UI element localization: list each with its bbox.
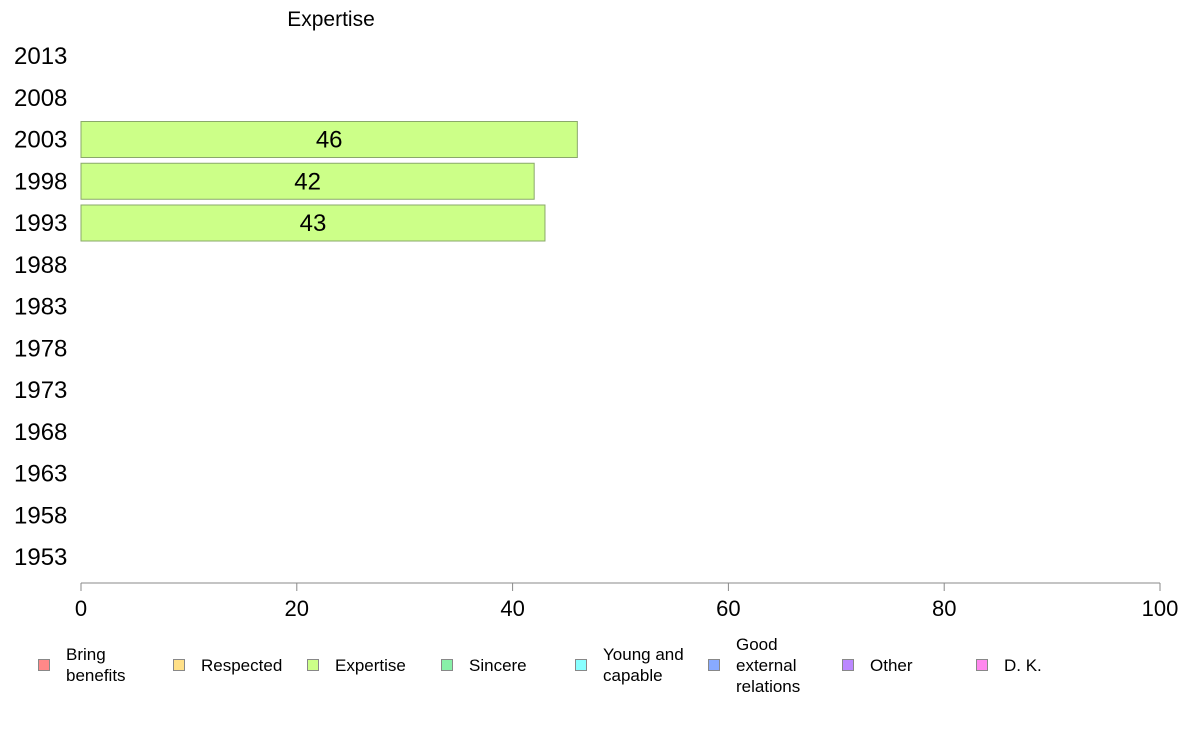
y-tick-label: 1988: [14, 252, 67, 279]
chart-area: Expertise 195319581963196819731978198319…: [14, 8, 1179, 621]
y-tick-label: 2003: [14, 127, 67, 154]
bar-value-label: 46: [316, 127, 343, 154]
bar-value-label: 42: [294, 168, 321, 195]
legend-label: D. K.: [1004, 655, 1042, 675]
legend-label: Other: [870, 655, 913, 675]
y-tick-label: 1968: [14, 419, 67, 446]
legend-label: Expertise: [335, 655, 406, 675]
chart-title: Expertise: [287, 8, 375, 31]
legend-label: Young and capable: [603, 645, 684, 685]
legend: Bring benefits Respected Expertise Sincere Y…: [0, 632, 1188, 702]
legend-label: Bring benefits: [66, 645, 126, 685]
y-tick-label: 1978: [14, 335, 67, 362]
legend-swatch: [575, 659, 587, 671]
y-tick-label: 1958: [14, 502, 67, 529]
legend-item: Respected: [173, 632, 282, 698]
bars: 43 42 46: [80, 121, 578, 242]
y-tick-label: 1953: [14, 544, 67, 571]
x-tick-label: 80: [932, 596, 956, 621]
legend-swatch: [173, 659, 185, 671]
legend-label: Sincere: [469, 655, 527, 675]
bar: [80, 162, 535, 200]
legend-swatch: [441, 659, 453, 671]
legend-item: Bring benefits: [38, 632, 126, 698]
legend-item: Good external relations: [708, 632, 800, 698]
x-tick-label: 40: [500, 596, 524, 621]
legend-swatch: [976, 659, 988, 671]
x-tick-label: 20: [285, 596, 309, 621]
y-tick-label: 2008: [14, 85, 67, 112]
y-tick-label: 1983: [14, 294, 67, 321]
legend-swatch: [708, 659, 720, 671]
y-tick-label: 1963: [14, 461, 67, 488]
legend-swatch: [307, 659, 319, 671]
x-tick-label: 100: [1142, 596, 1179, 621]
legend-item: Other: [842, 632, 913, 698]
legend-item: Sincere: [441, 632, 527, 698]
legend-label: Good external relations: [736, 634, 801, 696]
bar-value-label: 43: [300, 210, 327, 237]
y-tick-label: 1993: [14, 210, 67, 237]
legend-item: Young and capable: [575, 632, 684, 698]
legend-swatch: [38, 659, 50, 671]
y-axis-labels: 1953 1958 1963 1968 1973 1978 1983 1988 1993 1998…: [14, 43, 67, 571]
x-axis: 0 20 40 60 80 100: [75, 582, 1179, 621]
bar: [80, 121, 578, 158]
y-tick-label: 1973: [14, 377, 67, 404]
legend-item: Expertise: [307, 632, 406, 698]
x-tick-label: 60: [716, 596, 740, 621]
legend-label: Respected: [201, 655, 283, 675]
y-tick-label: 2013: [14, 43, 67, 70]
legend-swatch: [842, 659, 854, 671]
legend-item: D. K.: [976, 632, 1042, 698]
x-tick-label: 0: [75, 596, 87, 621]
bar: [80, 204, 546, 242]
y-tick-label: 1998: [14, 168, 67, 195]
